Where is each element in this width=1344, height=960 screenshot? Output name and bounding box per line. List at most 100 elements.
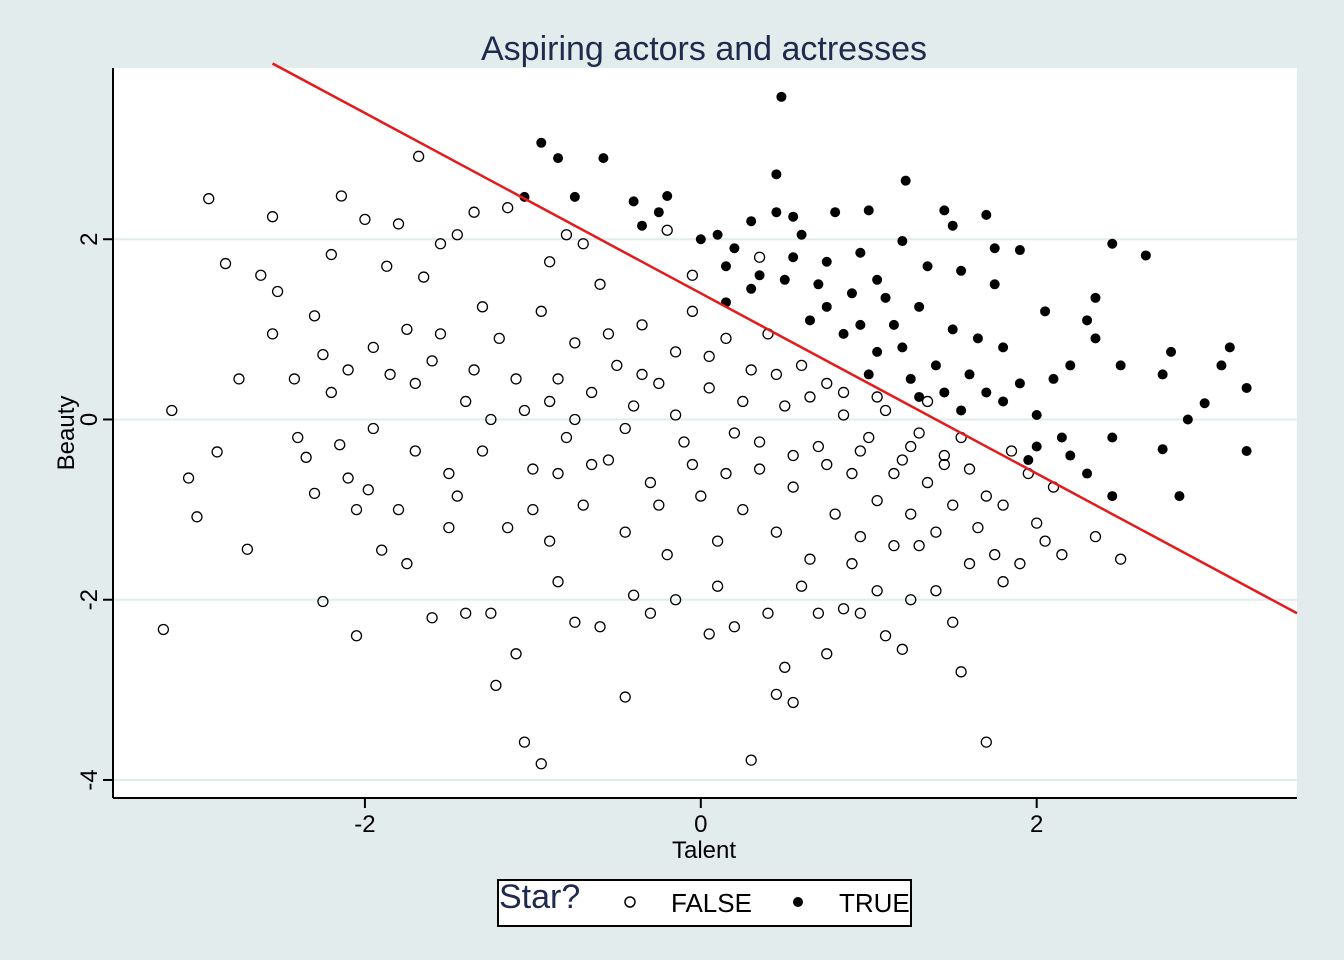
point-false [619,526,631,538]
point-true [880,292,891,303]
point-false [413,150,425,162]
x-axis-label: Talent [672,837,736,864]
point-false [1005,445,1018,457]
point-true [855,319,866,330]
point-true [720,261,731,272]
point-false [409,445,421,457]
point-false [362,484,374,496]
point-false [930,585,942,597]
point-true [1157,369,1168,380]
point-false [678,436,690,448]
point-false [485,607,497,619]
point-false [544,256,556,268]
point-false [812,607,825,619]
point-false [921,395,934,408]
point-false [560,431,573,444]
point-false [544,395,556,408]
point-false [745,754,757,766]
point-false [703,382,715,394]
legend-box [497,879,912,927]
point-true [830,207,841,218]
point-true [1023,455,1034,466]
point-true [746,283,757,294]
point-false [418,271,430,283]
point-false [409,377,421,390]
point-true [746,216,757,227]
point-true [536,137,547,148]
point-false [888,540,900,552]
point-false [863,431,875,444]
x-tick-label: 0 [694,811,707,838]
point-false [241,543,254,555]
point-false [476,445,489,457]
point-false [854,607,866,619]
point-true [930,360,941,371]
point-false [753,436,766,448]
point-true [872,274,883,285]
point-true [1065,450,1076,461]
point-true [1031,441,1042,452]
point-false [292,431,304,444]
point-false [544,535,556,547]
point-false [255,269,267,281]
point-true [637,220,648,231]
point-true [1241,382,1252,393]
point-false [490,679,502,691]
point-true [1199,398,1210,409]
point-false [443,467,455,480]
point-false [602,454,615,466]
point-false [426,355,438,367]
chart-title: Aspiring actors and actresses [481,30,927,68]
point-false [560,229,573,241]
point-false [804,391,816,403]
point-false [795,359,808,372]
y-tick-label: 2 [76,233,103,246]
point-false [846,558,858,570]
point-false [619,691,631,703]
point-true [813,279,824,290]
legend: Star? FALSE TRUE [497,878,912,927]
point-false [594,278,606,290]
point-true [846,288,857,299]
point-false [468,364,480,376]
point-false [997,499,1009,511]
point-true [1107,432,1118,443]
point-true [779,274,790,285]
point-true [1014,245,1025,256]
point-false [829,508,841,520]
point-false [585,458,598,471]
legend-label-false: FALSE [671,888,752,918]
point-false [325,248,337,261]
point-true [1166,346,1177,357]
point-true [981,209,992,220]
point-false [334,439,346,451]
point-false [342,364,354,376]
point-false [720,467,732,480]
point-true [1107,238,1118,249]
point-false [384,368,396,381]
point-false [1056,549,1068,561]
point-false [980,490,992,502]
point-true [897,236,908,247]
point-false [627,589,640,601]
point-false [753,251,766,263]
data-points [157,91,1252,770]
point-false [720,332,732,345]
point-false [585,386,598,399]
point-false [770,368,783,381]
point-true [788,252,799,263]
point-false [711,535,724,547]
point-false [804,553,816,565]
point-false [871,585,883,597]
legend-title: Star? [499,878,580,916]
point-false [770,688,783,701]
point-true [598,153,609,164]
point-true [1115,360,1126,371]
point-false [905,440,917,453]
point-false [552,373,564,385]
point-true [1182,414,1193,425]
point-true [1082,315,1093,326]
y-tick-label: -4 [76,769,103,790]
point-true [900,175,911,186]
point-true [1174,491,1185,502]
